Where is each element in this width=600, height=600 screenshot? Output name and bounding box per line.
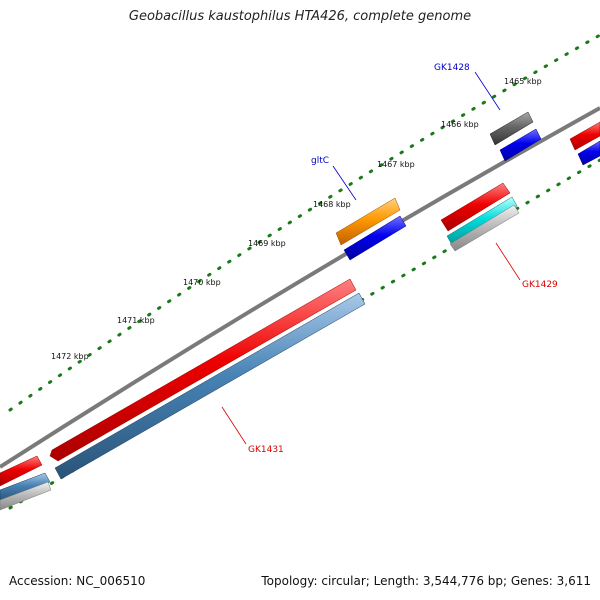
tick-label-1465: 1465 kbp	[504, 77, 542, 86]
leader-line-gk1428	[474, 71, 501, 111]
tick-label-1469: 1469 kbp	[248, 239, 286, 248]
accession-text: Accession: NC_006510	[9, 574, 146, 588]
genome-summary-text: Topology: circular; Length: 3,544,776 bp…	[261, 574, 591, 588]
gene-arrow-left-red[interactable]	[0, 455, 43, 487]
gene-arrow-gk1429[interactable]	[440, 182, 511, 232]
gene-arrow-right-red[interactable]	[569, 121, 600, 151]
tick-label-1468: 1468 kbp	[313, 200, 351, 209]
genome-backbone	[0, 106, 600, 469]
gene-label-gk1431[interactable]: GK1431	[248, 445, 284, 455]
gene-arrow-blue-2[interactable]	[499, 128, 542, 162]
gene-label-gk1429[interactable]: GK1429	[522, 280, 558, 290]
gene-arrow-gltc[interactable]	[335, 197, 401, 246]
map-title: Geobacillus kaustophilus HTA426, complet…	[128, 9, 472, 24]
outer-tick-ring	[8, 33, 600, 412]
gene-arrow-gk1428[interactable]	[489, 111, 534, 146]
tick-label-1471: 1471 kbp	[117, 316, 155, 325]
gene-arrow-left-steelblue[interactable]	[0, 472, 51, 502]
gene-arrow-gk1431-forward[interactable]	[49, 278, 357, 462]
gene-label-gltc[interactable]: gltC	[311, 156, 329, 166]
leader-line-gk1431	[221, 406, 247, 445]
leader-line-gltc	[332, 165, 357, 201]
gene-arrow-gk1431-steelblue[interactable]	[54, 292, 366, 480]
tick-label-1467: 1467 kbp	[377, 160, 415, 169]
gene-label-gk1428[interactable]: GK1428	[434, 63, 470, 73]
gene-arrow-right-blue[interactable]	[577, 140, 600, 166]
gene-arrow-cyan[interactable]	[446, 196, 518, 246]
gene-arrow-left-light-gray[interactable]	[0, 481, 52, 511]
gene-arrow-light-gray[interactable]	[449, 204, 520, 252]
tick-label-1472: 1472 kbp	[51, 352, 89, 361]
leader-line-gk1429	[495, 242, 521, 281]
gene-arrow-blue-1[interactable]	[343, 215, 407, 261]
tick-label-1466: 1466 kbp	[441, 120, 479, 129]
tick-label-1470: 1470 kbp	[183, 278, 221, 287]
